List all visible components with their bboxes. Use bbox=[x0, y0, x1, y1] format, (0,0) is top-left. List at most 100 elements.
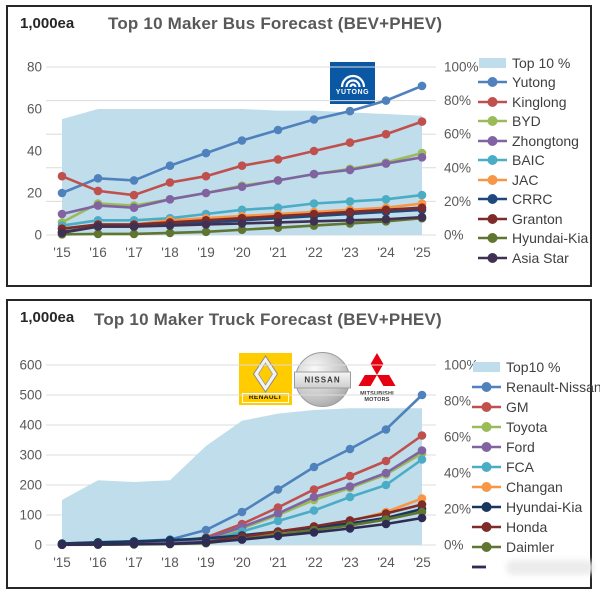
series-marker-obscured bbox=[93, 540, 103, 549]
series-marker-yutong bbox=[417, 81, 427, 91]
series-marker-kinglong bbox=[201, 171, 211, 181]
x-axis-tick: '22 bbox=[305, 555, 323, 570]
series-marker-obscured bbox=[273, 531, 283, 541]
series-marker-gm bbox=[417, 431, 427, 440]
series-marker-asia-star bbox=[129, 222, 139, 231]
legend-label-daimler: Daimler bbox=[506, 539, 555, 555]
x-axis-tick: '15 bbox=[53, 555, 71, 570]
x-axis-tick: '15 bbox=[53, 245, 71, 260]
series-marker-yutong bbox=[273, 125, 283, 135]
line-marker-icon bbox=[472, 422, 501, 432]
series-marker-obscured bbox=[345, 524, 355, 533]
x-axis-tick: '23 bbox=[341, 245, 359, 260]
yutong-logo-text: YUTONG bbox=[335, 88, 370, 96]
series-marker-zhongtong bbox=[417, 153, 427, 162]
right-axis-tick: 20% bbox=[444, 194, 471, 209]
left-axis-tick: 600 bbox=[19, 358, 42, 373]
line-marker-icon bbox=[478, 135, 507, 146]
legend-label-fca: FCA bbox=[506, 459, 534, 475]
legend-item-granton: Granton bbox=[478, 209, 588, 229]
right-axis-tick: 0% bbox=[444, 228, 464, 243]
x-axis-tick: '24 bbox=[377, 555, 395, 570]
series-marker-yutong bbox=[129, 176, 139, 185]
top10-share-area bbox=[62, 408, 422, 545]
series-marker-fca bbox=[309, 506, 319, 515]
mitsubishi-logo-text-2: MOTORS bbox=[364, 397, 390, 403]
series-marker-yutong bbox=[345, 106, 355, 116]
line-marker-icon bbox=[472, 565, 486, 569]
left-axis-tick: 0 bbox=[34, 538, 42, 553]
left-axis-tick: 40 bbox=[27, 144, 42, 159]
series-marker-hyundai-kia bbox=[237, 225, 247, 235]
x-axis-tick: '20 bbox=[233, 555, 251, 570]
x-axis-tick: '23 bbox=[341, 555, 359, 570]
bus-forecast-panel: 1,000ea Top 10 Maker Bus Forecast (BEV+P… bbox=[6, 5, 592, 287]
series-marker-renault-nissan bbox=[417, 390, 427, 400]
series-marker-yutong bbox=[201, 148, 211, 158]
right-axis-tick: 60% bbox=[444, 430, 471, 445]
series-marker-kinglong bbox=[165, 178, 175, 187]
series-marker-kinglong bbox=[309, 146, 319, 156]
series-marker-gm bbox=[273, 503, 283, 512]
legend-item-top-10-: Top 10 % bbox=[478, 53, 588, 73]
series-marker-renault-nissan bbox=[345, 444, 355, 454]
bus-unit-label: 1,000ea bbox=[20, 15, 75, 32]
line-marker-icon bbox=[478, 194, 507, 205]
line-marker-icon bbox=[478, 252, 507, 263]
series-marker-fca bbox=[417, 455, 427, 464]
right-axis-tick: 40% bbox=[444, 160, 471, 175]
line-marker-icon bbox=[472, 382, 501, 392]
series-marker-zhongtong bbox=[309, 169, 319, 179]
series-marker-zhongtong bbox=[273, 176, 283, 185]
mitsubishi-diamonds-icon bbox=[358, 353, 396, 386]
left-axis-tick: 60 bbox=[27, 102, 42, 117]
line-marker-icon bbox=[472, 442, 501, 452]
legend-label-baic: BAIC bbox=[512, 152, 545, 169]
left-axis-tick: 400 bbox=[19, 418, 42, 433]
series-marker-gm bbox=[309, 485, 319, 494]
series-marker-obscured bbox=[381, 519, 391, 529]
series-marker-granton bbox=[381, 205, 391, 215]
x-axis-tick: '24 bbox=[377, 245, 395, 260]
series-marker-baic bbox=[417, 190, 427, 200]
line-marker-icon bbox=[472, 462, 501, 472]
x-axis-tick: '25 bbox=[413, 555, 431, 570]
legend-item-ford: Ford bbox=[472, 437, 600, 457]
renault-logo: RENAULT bbox=[239, 353, 292, 405]
series-marker-asia-star bbox=[165, 221, 175, 230]
line-marker-icon bbox=[478, 155, 507, 166]
series-marker-renault-nissan bbox=[273, 485, 283, 494]
series-marker-baic bbox=[237, 205, 247, 215]
legend-label-gm: GM bbox=[506, 399, 529, 415]
legend-label-top-10-: Top 10 % bbox=[512, 54, 571, 71]
series-marker-fca bbox=[273, 516, 283, 526]
line-marker-icon bbox=[472, 502, 501, 512]
line-marker-icon bbox=[472, 522, 501, 532]
x-axis-tick: '16 bbox=[89, 245, 107, 260]
mitsubishi-logo-text-1: MITSUBISHI bbox=[360, 391, 394, 397]
x-axis-tick: '17 bbox=[125, 245, 143, 260]
series-marker-asia-star bbox=[381, 214, 391, 224]
right-axis-tick: 40% bbox=[444, 466, 471, 481]
legend-item-renault-nissan: Renault-Nissan bbox=[472, 377, 600, 397]
series-marker-baic bbox=[381, 195, 391, 204]
series-marker-granton bbox=[273, 211, 283, 221]
bus-chart-title: Top 10 Maker Bus Forecast (BEV+PHEV) bbox=[108, 14, 443, 33]
series-marker-asia-star bbox=[309, 217, 319, 226]
line-marker-icon bbox=[478, 174, 507, 185]
series-marker-honda bbox=[381, 509, 391, 518]
series-marker-granton bbox=[417, 203, 427, 212]
right-axis-tick: 80% bbox=[444, 394, 471, 409]
series-marker-ford bbox=[381, 468, 391, 478]
x-axis-tick: '20 bbox=[233, 245, 251, 260]
series-marker-gm bbox=[345, 471, 355, 481]
legend-item-baic: BAIC bbox=[478, 151, 588, 171]
series-marker-yutong bbox=[57, 188, 67, 198]
truck-legend: Top10 % Renault-Nissan GM Toyota Ford FCA Chan… bbox=[472, 357, 600, 577]
series-marker-asia-star bbox=[201, 220, 211, 229]
legend-label-byd: BYD bbox=[512, 113, 541, 130]
x-axis-tick: '18 bbox=[161, 245, 179, 260]
series-marker-zhongtong bbox=[201, 188, 211, 198]
x-axis-tick: '22 bbox=[305, 245, 323, 260]
series-marker-zhongtong bbox=[345, 165, 355, 175]
